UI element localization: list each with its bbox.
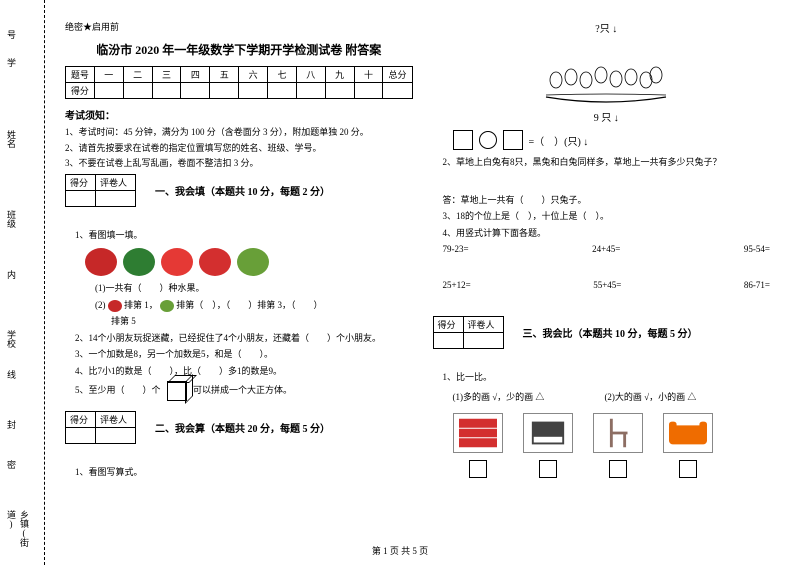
q2: 2、14个小朋友玩捉迷藏，已经捉住了4个小朋友，还藏着（ ）个小朋友。 xyxy=(65,332,413,346)
piano-icon xyxy=(523,413,573,453)
operand-box[interactable] xyxy=(503,130,523,150)
fruit-small-icon xyxy=(108,300,122,312)
piano-item xyxy=(523,413,573,478)
th: 五 xyxy=(210,67,239,83)
equation-boxes: =（ ）(只) ↓ xyxy=(453,130,781,150)
binding-label: 班级 xyxy=(5,210,18,228)
eq-suffix: =（ ）(只) ↓ xyxy=(529,133,589,148)
binding-label: 学校 xyxy=(5,330,18,348)
s2q1: 1、看图写算式。 xyxy=(65,466,413,480)
left-column: 绝密★启用前 临汾市 2020 年一年级数学下学期开学检测试卷 附答案 题号 一… xyxy=(55,20,423,555)
tomato-icon xyxy=(85,248,117,276)
instruction-item: 1、考试时间：45 分钟，满分为 100 分（含卷面分 3 分），附加题单独 2… xyxy=(65,126,413,139)
score-cell: 得分 xyxy=(66,174,96,190)
td[interactable] xyxy=(94,83,123,99)
th: 二 xyxy=(123,67,152,83)
s3-sub2: (2)大的画 √，小的画 △ xyxy=(604,391,696,405)
bookshelf-item xyxy=(453,413,503,478)
th: 题号 xyxy=(66,67,95,83)
fruit-row xyxy=(65,248,413,276)
th: 十 xyxy=(354,67,383,83)
q3: 3、一个加数是8，另一个加数是5，和是（ ）。 xyxy=(65,348,413,362)
binding-label: 姓名 xyxy=(5,130,18,148)
binding-margin: 号 学 姓名 班级 内 学校 线 封 密 乡镇(街道) xyxy=(0,0,45,565)
binding-label: 封 xyxy=(5,420,18,429)
td: 得分 xyxy=(66,83,95,99)
score-box: 得分 评卷人 xyxy=(65,411,136,444)
s3q1: 1、比一比。 xyxy=(433,371,781,385)
sofa-icon xyxy=(663,413,713,453)
q1b3: 排第 5 xyxy=(65,315,413,329)
section2-title: 二、我会算（本题共 20 分，每题 5 分） xyxy=(155,420,330,435)
s2q2: 2、草地上白兔有8只，黑兔和白兔同样多，草地上一共有多少只兔子？ xyxy=(433,156,781,170)
grader-cell: 评卷人 xyxy=(96,412,136,428)
compare-row xyxy=(433,413,781,478)
check-box[interactable] xyxy=(469,460,487,478)
exam-title: 临汾市 2020 年一年级数学下学期开学检测试卷 附答案 xyxy=(65,41,413,58)
score-cell: 得分 xyxy=(433,317,463,333)
page-footer: 第 1 页 共 5 页 xyxy=(372,544,428,557)
section3-title: 三、我会比（本题共 10 分，每题 5 分） xyxy=(523,325,698,340)
lime-icon xyxy=(237,248,269,276)
bookshelf-icon xyxy=(453,413,503,453)
top-label: ?只 ↓ xyxy=(433,20,781,35)
score-box: 得分 评卷人 xyxy=(433,316,504,349)
operand-box[interactable] xyxy=(453,130,473,150)
binding-label: 内 xyxy=(5,270,18,279)
check-box[interactable] xyxy=(609,460,627,478)
score-cell: 得分 xyxy=(66,412,96,428)
cube-icon xyxy=(167,381,187,401)
q4: 4、比7小1的数是（ ），比（ ）多1的数是9。 xyxy=(65,365,413,379)
q5: 5、至少用（ ）个 可以拼成一个大正方体。 xyxy=(65,381,413,401)
th: 七 xyxy=(268,67,297,83)
score-summary-table: 题号 一 二 三 四 五 六 七 八 九 十 总分 得分 xyxy=(65,66,413,99)
instructions-head: 考试须知： xyxy=(65,107,413,122)
section1-title: 一、我会填（本题共 10 分，每题 2 分） xyxy=(155,183,330,198)
grader-cell: 评卷人 xyxy=(96,174,136,190)
instruction-item: 3、不要在试卷上乱写乱画，卷面不整洁扣 3 分。 xyxy=(65,157,413,170)
th: 一 xyxy=(94,67,123,83)
right-column: ?只 ↓ 9 只 ↓ =（ ）(只) ↓ 2、草地上白兔有8只，黑兔和白兔同样多… xyxy=(423,20,791,555)
q1: 1、看图填一填。 xyxy=(65,229,413,243)
watermelon-icon xyxy=(123,248,155,276)
sofa-item xyxy=(663,413,713,478)
binding-label: 号 xyxy=(5,30,18,39)
th: 六 xyxy=(239,67,268,83)
page-content: 绝密★启用前 临汾市 2020 年一年级数学下学期开学检测试卷 附答案 题号 一… xyxy=(45,0,800,565)
q1b: (2) 排第 1， 排第（ ），（ ）排第 3，（ ） xyxy=(65,299,413,313)
s2q4: 4、用竖式计算下面各题。 xyxy=(433,227,781,241)
fruit-small-icon xyxy=(160,300,174,312)
th: 九 xyxy=(325,67,354,83)
binding-label: 密 xyxy=(5,460,18,469)
th: 总分 xyxy=(383,67,412,83)
score-box: 得分 评卷人 xyxy=(65,174,136,207)
th: 八 xyxy=(296,67,325,83)
apple-icon xyxy=(161,248,193,276)
calc-row: 25+12= 55+45= 86-71= xyxy=(433,280,781,290)
check-box[interactable] xyxy=(679,460,697,478)
th: 三 xyxy=(152,67,181,83)
calc-row: 79-23= 24+45= 95-54= xyxy=(433,244,781,254)
s2-answer: 答：草地上一共有（ ）只兔子。 xyxy=(433,194,781,208)
grader-cell: 评卷人 xyxy=(463,317,503,333)
chair-item xyxy=(593,413,643,478)
binding-label: 学 xyxy=(5,58,18,67)
s3-sub1: (1)多的画 √，少的画 △ xyxy=(453,391,545,405)
s2q3: 3、18的个位上是（ ），十位上是（ ）。 xyxy=(433,210,781,224)
confidential-label: 绝密★启用前 xyxy=(65,20,413,33)
instruction-item: 2、请首先按要求在试卷的指定位置填写您的姓名、班级、学号。 xyxy=(65,142,413,155)
cherry-icon xyxy=(199,248,231,276)
rabbit-illustration xyxy=(536,35,676,105)
operator-circle[interactable] xyxy=(479,131,497,149)
th: 四 xyxy=(181,67,210,83)
binding-label: 线 xyxy=(5,370,18,379)
check-box[interactable] xyxy=(539,460,557,478)
binding-label: 乡镇(街道) xyxy=(5,510,31,565)
bottom-label: 9 只 ↓ xyxy=(433,109,781,124)
chair-icon xyxy=(593,413,643,453)
q1a: (1)一共有（ ）种水果。 xyxy=(65,282,413,296)
